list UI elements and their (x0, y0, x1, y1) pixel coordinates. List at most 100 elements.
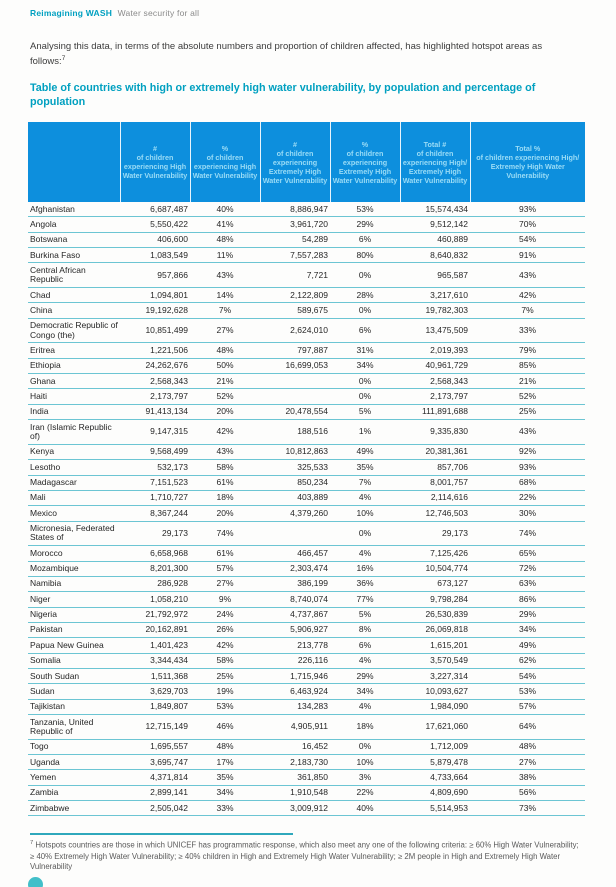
hwv-count: 1,094,801 (120, 287, 190, 304)
hwv-count: 24,262,676 (120, 358, 190, 375)
total-percent: 72% (470, 561, 585, 577)
footnote-text: Hotspots countries are those in which UN… (30, 840, 579, 872)
total-percent: 93% (470, 202, 585, 218)
ehwv-percent: 29% (330, 216, 400, 233)
ehwv-percent: 0% (330, 739, 400, 756)
ehwv-percent: 6% (330, 318, 400, 344)
ehwv-count: 213,778 (260, 637, 330, 654)
country-name: Yemen (28, 769, 120, 786)
country-name: Mali (28, 490, 120, 507)
table-title: Table of countries with high or extremel… (30, 82, 536, 109)
column-header: % of children experiencing Extremely High… (329, 122, 400, 202)
column-header: # of children experiencing High Water Vul… (119, 122, 190, 202)
hwv-count: 9,147,315 (120, 419, 190, 445)
column-header: % of children experiencing High Water Vul… (189, 122, 260, 202)
table-row: Morocco 6,658,968 61% 466,457 4% 7,125,426 65% (28, 545, 585, 562)
hwv-count: 4,371,814 (120, 769, 190, 786)
ehwv-count: 1,715,946 (260, 668, 330, 685)
country-name: South Sudan (28, 668, 120, 685)
hwv-percent: 21% (190, 373, 260, 390)
hwv-percent: 58% (190, 653, 260, 670)
table-row: India 91,413,134 20% 20,478,554 5% 111,891,68… (28, 404, 585, 421)
page-header: Reimagining WASH Water security for all (30, 8, 199, 18)
total-count: 111,891,688 (400, 404, 470, 421)
country-name: Democratic Republic of Congo (the) (28, 318, 120, 344)
total-count: 5,879,478 (400, 754, 470, 771)
total-count: 29,173 (400, 521, 470, 547)
total-percent: 52% (470, 388, 585, 405)
total-count: 10,504,774 (400, 561, 470, 577)
total-percent: 70% (470, 216, 585, 233)
hwv-count: 91,413,134 (120, 404, 190, 421)
ehwv-count: 20,478,554 (260, 404, 330, 421)
country-name: Namibia (28, 576, 120, 593)
total-count: 17,621,060 (400, 714, 470, 740)
hwv-percent: 7% (190, 302, 260, 319)
ehwv-count: 2,122,809 (260, 287, 330, 304)
ehwv-count: 54,289 (260, 232, 330, 249)
table-row: Togo 1,695,557 48% 16,452 0% 1,712,009 48% (28, 739, 585, 756)
hwv-percent: 25% (190, 668, 260, 685)
total-percent: 25% (470, 404, 585, 421)
table-row: South Sudan 1,511,368 25% 1,715,946 29% 3,227… (28, 668, 585, 685)
country-name: Madagascar (28, 475, 120, 491)
ehwv-percent: 18% (330, 714, 400, 740)
country-name: Pakistan (28, 622, 120, 639)
country-name: Ethiopia (28, 358, 120, 375)
country-name: Morocco (28, 545, 120, 562)
hwv-count: 286,928 (120, 576, 190, 593)
total-count: 3,217,610 (400, 287, 470, 304)
ehwv-count: 403,889 (260, 490, 330, 507)
hwv-percent: 43% (190, 444, 260, 461)
ehwv-percent: 10% (330, 505, 400, 522)
table-row: Ghana 2,568,343 21% 0% 2,568,343 21% (28, 373, 585, 390)
hwv-percent: 26% (190, 622, 260, 639)
hwv-count: 7,151,523 (120, 475, 190, 491)
ehwv-count: 8,740,074 (260, 591, 330, 608)
hwv-percent: 18% (190, 490, 260, 507)
total-percent: 43% (470, 419, 585, 445)
data-table: # of children experiencing High Water Vul… (28, 122, 585, 817)
hwv-count: 8,367,244 (120, 505, 190, 522)
ehwv-percent: 35% (330, 459, 400, 476)
hwv-count: 8,201,300 (120, 561, 190, 577)
country-name: Kenya (28, 444, 120, 461)
total-count: 9,798,284 (400, 591, 470, 608)
column-header-measure: % (361, 139, 369, 149)
total-count: 40,961,729 (400, 358, 470, 375)
ehwv-count: 188,516 (260, 419, 330, 445)
total-count: 26,530,839 (400, 607, 470, 623)
ehwv-count: 4,905,911 (260, 714, 330, 740)
hwv-count: 3,695,747 (120, 754, 190, 771)
total-percent: 53% (470, 683, 585, 700)
ehwv-percent: 0% (330, 262, 400, 289)
table-row: Tanzania, United Republic of 12,715,149 46… (28, 714, 585, 740)
ehwv-count: 5,906,927 (260, 622, 330, 639)
ehwv-percent: 4% (330, 653, 400, 670)
ehwv-count: 850,234 (260, 475, 330, 491)
hwv-percent: 43% (190, 262, 260, 289)
total-count: 5,514,953 (400, 800, 470, 817)
ehwv-count: 134,283 (260, 699, 330, 716)
ehwv-percent: 34% (330, 683, 400, 700)
country-name: Zambia (28, 785, 120, 802)
country-name: Tajikistan (28, 699, 120, 716)
ehwv-percent: 31% (330, 342, 400, 359)
table-row: Sudan 3,629,703 19% 6,463,924 34% 10,093,627 5… (28, 683, 585, 700)
total-percent: 30% (470, 505, 585, 522)
ehwv-percent: 10% (330, 754, 400, 771)
ehwv-percent: 40% (330, 800, 400, 817)
ehwv-count: 386,199 (260, 576, 330, 593)
ehwv-percent: 77% (330, 591, 400, 608)
table-row: Namibia 286,928 27% 386,199 36% 673,127 63% (28, 576, 585, 593)
table-row: Uganda 3,695,747 17% 2,183,730 10% 5,879,478 2… (28, 754, 585, 771)
total-percent: 7% (470, 302, 585, 319)
table-row: Kenya 9,568,499 43% 10,812,863 49% 20,381,361… (28, 444, 585, 461)
total-percent: 21% (470, 373, 585, 390)
footnote-reference-marker: 7 (61, 54, 66, 62)
ehwv-count: 16,699,053 (260, 358, 330, 375)
hwv-count: 6,658,968 (120, 545, 190, 562)
ehwv-count: 1,910,548 (260, 785, 330, 802)
total-percent: 42% (470, 287, 585, 304)
hwv-count: 406,600 (120, 232, 190, 249)
